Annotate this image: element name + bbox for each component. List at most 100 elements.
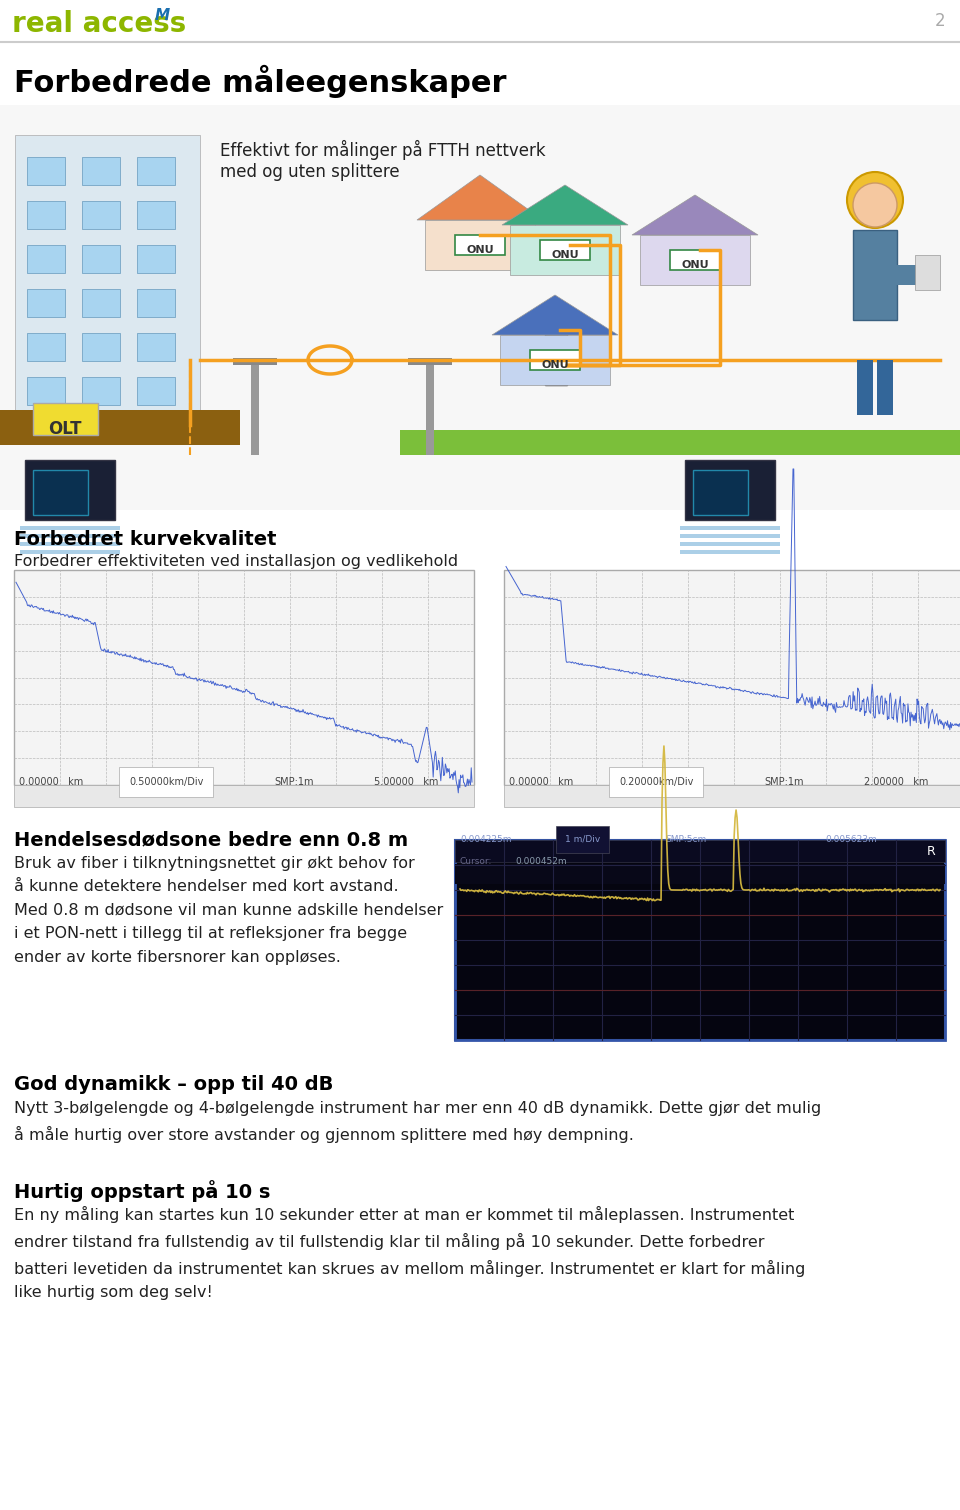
Text: ONU: ONU xyxy=(467,245,493,255)
Bar xyxy=(82,157,120,186)
Bar xyxy=(27,288,65,317)
Bar xyxy=(82,334,120,361)
Bar xyxy=(640,236,750,285)
Bar xyxy=(15,134,200,424)
Bar xyxy=(20,542,120,547)
Text: Forbedrer effektiviteten ved installasjon og vedlikehold: Forbedrer effektiviteten ved installasjo… xyxy=(14,554,458,569)
Bar xyxy=(455,864,945,883)
Bar xyxy=(137,334,175,361)
Text: 0.00000   km: 0.00000 km xyxy=(19,778,84,787)
Bar xyxy=(0,106,960,510)
Text: En ny måling kan startes kun 10 sekunder etter at man er kommet til måleplassen.: En ny måling kan startes kun 10 sekunder… xyxy=(14,1206,805,1300)
Bar xyxy=(408,358,452,365)
Bar xyxy=(27,157,65,186)
Text: 0.000452m: 0.000452m xyxy=(515,858,566,867)
Bar xyxy=(14,785,474,806)
Bar xyxy=(853,230,897,320)
Bar xyxy=(20,550,120,554)
Text: 1 m/Div: 1 m/Div xyxy=(565,835,600,844)
Bar xyxy=(455,840,945,1040)
Bar xyxy=(137,288,175,317)
Text: M: M xyxy=(155,8,170,23)
Bar xyxy=(20,535,120,538)
Bar xyxy=(680,550,780,554)
Bar xyxy=(233,358,277,365)
Polygon shape xyxy=(492,294,618,335)
Text: 0.50000km/Div: 0.50000km/Div xyxy=(129,778,204,787)
Bar xyxy=(545,334,567,385)
Text: Cursor:: Cursor: xyxy=(460,858,492,867)
Text: SMP:1m: SMP:1m xyxy=(274,778,314,787)
Bar xyxy=(251,359,259,455)
Bar xyxy=(137,201,175,230)
Bar xyxy=(500,335,610,385)
Bar xyxy=(670,251,720,270)
Bar xyxy=(504,785,960,806)
Text: real access: real access xyxy=(12,11,186,38)
Bar xyxy=(455,236,505,255)
Bar xyxy=(400,430,960,455)
Bar xyxy=(540,240,590,260)
Text: 0.005623m: 0.005623m xyxy=(825,835,876,844)
Polygon shape xyxy=(632,195,758,236)
Text: ONU: ONU xyxy=(682,260,708,270)
Text: 0.004225m: 0.004225m xyxy=(460,835,512,844)
Bar xyxy=(877,359,893,415)
Bar xyxy=(915,255,940,290)
Text: God dynamikk – opp til 40 dB: God dynamikk – opp til 40 dB xyxy=(14,1075,333,1095)
Text: ONU: ONU xyxy=(551,251,579,260)
Bar xyxy=(680,542,780,547)
Text: 0.00000   km: 0.00000 km xyxy=(509,778,573,787)
Text: SMP:1m: SMP:1m xyxy=(764,778,804,787)
Circle shape xyxy=(847,172,903,228)
Polygon shape xyxy=(417,175,543,220)
Bar xyxy=(82,245,120,273)
Bar xyxy=(27,201,65,230)
Bar xyxy=(685,461,775,519)
Bar xyxy=(27,334,65,361)
Bar xyxy=(426,359,434,455)
Text: Effektivt for målinger på FTTH nettverk: Effektivt for målinger på FTTH nettverk xyxy=(220,140,545,160)
Bar xyxy=(693,470,748,515)
Text: Hendelsesdødsone bedre enn 0.8 m: Hendelsesdødsone bedre enn 0.8 m xyxy=(14,831,408,849)
Bar xyxy=(530,350,580,370)
Bar xyxy=(137,157,175,186)
Text: 5.00000   km: 5.00000 km xyxy=(374,778,439,787)
Text: Forbedrede måleegenskaper: Forbedrede måleegenskaper xyxy=(14,65,507,98)
Text: ONU: ONU xyxy=(541,359,569,370)
Bar xyxy=(33,470,88,515)
Text: Forbedret kurvekvalitet: Forbedret kurvekvalitet xyxy=(14,530,276,550)
Bar xyxy=(82,378,120,405)
Text: med og uten splittere: med og uten splittere xyxy=(220,163,399,181)
Text: Bruk av fiber i tilknytningsnettet gir økt behov for
å kunne detektere hendelser: Bruk av fiber i tilknytningsnettet gir ø… xyxy=(14,856,444,965)
Bar xyxy=(680,525,780,530)
Text: SMP:5cm: SMP:5cm xyxy=(665,835,707,844)
Text: R: R xyxy=(926,846,935,858)
Text: OLT: OLT xyxy=(48,420,82,438)
Text: Hurtig oppstart på 10 s: Hurtig oppstart på 10 s xyxy=(14,1179,271,1202)
Bar xyxy=(504,569,960,785)
Text: 2: 2 xyxy=(934,12,945,30)
Bar xyxy=(20,525,120,530)
Bar xyxy=(82,201,120,230)
Bar xyxy=(25,461,115,519)
Circle shape xyxy=(853,183,897,226)
Bar xyxy=(0,411,240,445)
Bar xyxy=(14,569,474,785)
Bar xyxy=(27,378,65,405)
Bar xyxy=(455,840,945,862)
Bar xyxy=(82,288,120,317)
Bar xyxy=(455,840,945,1040)
Bar xyxy=(895,264,925,285)
Text: 2.00000   km: 2.00000 km xyxy=(864,778,928,787)
Bar xyxy=(425,220,535,270)
Bar xyxy=(137,245,175,273)
Bar xyxy=(33,403,98,435)
Polygon shape xyxy=(502,186,628,225)
Bar xyxy=(137,378,175,405)
Bar xyxy=(510,225,620,275)
Text: Nytt 3-bølgelengde og 4-bølgelengde instrument har mer enn 40 dB dynamikk. Dette: Nytt 3-bølgelengde og 4-bølgelengde inst… xyxy=(14,1101,821,1143)
Bar xyxy=(27,245,65,273)
Bar xyxy=(680,535,780,538)
Text: 0.20000km/Div: 0.20000km/Div xyxy=(619,778,693,787)
